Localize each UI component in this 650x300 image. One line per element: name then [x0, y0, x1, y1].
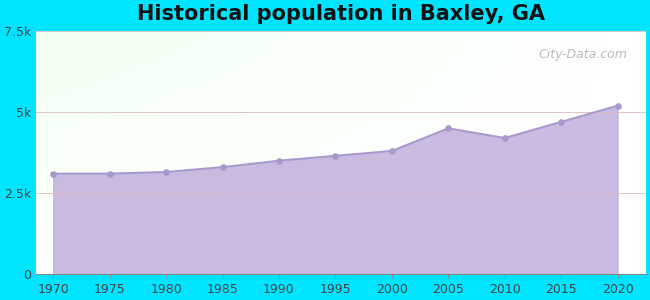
Point — [387, 148, 397, 153]
Text: City-Data.com: City-Data.com — [539, 48, 627, 61]
Point — [217, 165, 228, 170]
Point — [612, 103, 623, 108]
Point — [48, 171, 58, 176]
Title: Historical population in Baxley, GA: Historical population in Baxley, GA — [137, 4, 545, 24]
Point — [330, 153, 341, 158]
Point — [556, 119, 566, 124]
Point — [161, 169, 172, 174]
Point — [443, 126, 454, 131]
Point — [500, 136, 510, 140]
Point — [105, 171, 115, 176]
Point — [274, 158, 284, 163]
